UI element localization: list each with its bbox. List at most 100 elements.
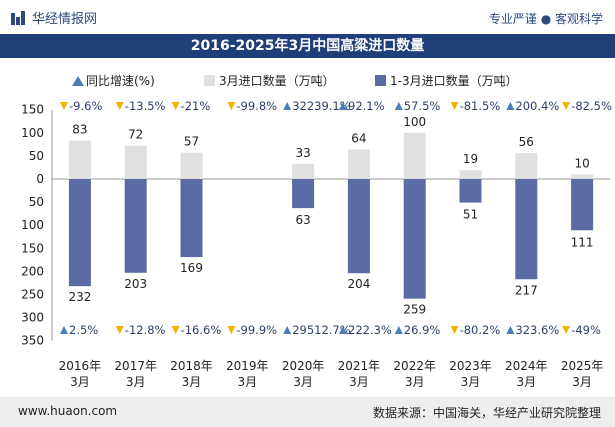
up-arrow-icon: [339, 326, 347, 334]
x-tick-label-month: 3月: [349, 375, 369, 389]
bar-monthly: [68, 140, 91, 179]
bar-cumulative: [180, 179, 203, 258]
bar-cumulative: [571, 179, 594, 231]
x-tick-label-month: 3月: [182, 375, 202, 389]
monthly-growth-label: 32239.1%: [292, 99, 351, 113]
down-arrow-icon: [450, 326, 459, 334]
data-label-monthly: 83: [72, 123, 87, 137]
y-tick-label: 50: [29, 195, 44, 209]
up-arrow-icon: [506, 102, 515, 110]
up-arrow-icon: [394, 102, 403, 110]
down-arrow-icon: [562, 102, 571, 110]
data-label-monthly: 57: [184, 135, 199, 149]
brand-name: 华经情报网: [32, 12, 98, 27]
data-label-cumulative: 204: [347, 277, 370, 291]
cumulative-growth-label: 323.6%: [515, 323, 559, 337]
bar-cumulative: [124, 179, 147, 273]
legend-monthly-swatch: [204, 75, 215, 86]
brand-logo[interactable]: 华经情报网: [10, 8, 97, 27]
down-arrow-icon: [115, 102, 124, 110]
website-link[interactable]: www.huaon.com: [18, 404, 118, 418]
top-bar: 华经情报网 专业严谨 ● 客观科学: [0, 0, 615, 34]
down-arrow-icon: [562, 326, 571, 334]
bar-monthly: [292, 163, 315, 179]
data-label-cumulative: 217: [515, 283, 538, 297]
y-tick-label: 250: [21, 288, 44, 302]
up-arrow-icon: [60, 326, 68, 334]
monthly-growth-label: 92.1%: [348, 99, 385, 113]
bar-cumulative: [292, 179, 315, 209]
bar-cumulative: [403, 179, 426, 299]
x-tick-label: 2020年: [282, 359, 325, 373]
down-arrow-icon: [227, 102, 236, 110]
data-label-monthly: 72: [128, 128, 143, 142]
y-tick-label: 200: [21, 264, 44, 278]
cumulative-growth-label: -16.6%: [181, 323, 222, 337]
up-arrow-icon: [283, 326, 292, 334]
legend-monthly-label: 3月进口数量（万吨）: [219, 73, 335, 88]
footer: www.huaon.com 数据来源：中国海关，华经产业研究院整理: [0, 397, 615, 427]
cumulative-growth-label: -80.2%: [460, 323, 501, 337]
cumulative-growth-label: -49%: [571, 323, 601, 337]
data-label-monthly: 10: [574, 156, 589, 170]
x-tick-label-month: 3月: [126, 375, 146, 389]
bar-monthly: [347, 149, 370, 179]
x-tick-label-month: 3月: [70, 375, 90, 389]
monthly-growth-label: 57.5%: [404, 99, 441, 113]
down-arrow-icon: [60, 102, 68, 110]
bar-cumulative: [347, 179, 370, 274]
y-tick-label: 100: [21, 218, 44, 232]
y-tick-label: 150: [21, 103, 44, 117]
x-tick-label: 2019年: [226, 359, 269, 373]
y-tick-label: 300: [21, 311, 44, 325]
data-label-monthly: 33: [295, 146, 310, 160]
monthly-growth-label: -82.5%: [571, 99, 612, 113]
monthly-growth-label: 200.4%: [515, 99, 559, 113]
slogan: 专业严谨 ● 客观科学: [488, 12, 603, 26]
bar-monthly: [124, 145, 147, 179]
y-tick-label: 0: [36, 172, 44, 186]
x-tick-label-month: 3月: [516, 375, 536, 389]
x-tick-label: 2024年: [505, 359, 548, 373]
data-label-cumulative: 63: [295, 213, 310, 227]
data-label-monthly: 64: [351, 131, 366, 145]
data-label-cumulative: 203: [124, 277, 147, 291]
down-arrow-icon: [227, 326, 236, 334]
data-label-monthly: 56: [519, 135, 534, 149]
bar-cumulative: [515, 179, 538, 280]
y-tick-label: 350: [21, 334, 44, 348]
data-label-cumulative: 51: [463, 208, 478, 222]
bar-monthly: [571, 174, 594, 179]
bar-cumulative: [68, 179, 91, 287]
monthly-growth-label: -99.8%: [236, 99, 277, 113]
monthly-growth-label: -9.6%: [69, 99, 102, 113]
x-tick-label-month: 3月: [237, 375, 257, 389]
down-arrow-icon: [171, 326, 180, 334]
monthly-growth-label: -13.5%: [125, 99, 166, 113]
cumulative-growth-label: 26.9%: [404, 323, 441, 337]
monthly-growth-label: -81.5%: [460, 99, 501, 113]
legend-growth-label: 同比增速(%): [86, 74, 155, 88]
x-tick-label: 2017年: [114, 359, 157, 373]
legend-up-icon: [72, 76, 84, 86]
bar-chart-icon: [11, 10, 25, 25]
data-label-cumulative: 111: [571, 235, 594, 249]
up-arrow-icon: [283, 102, 292, 110]
down-arrow-icon: [171, 102, 180, 110]
bar-cumulative: [459, 179, 482, 203]
bar-monthly: [403, 132, 426, 179]
x-tick-label: 2021年: [338, 359, 381, 373]
x-tick-label-month: 3月: [572, 375, 592, 389]
cumulative-growth-label: 29512.7%: [292, 323, 351, 337]
data-label-cumulative: 169: [180, 261, 203, 275]
data-label-monthly: 100: [403, 115, 426, 129]
cumulative-growth-label: -99.9%: [236, 323, 277, 337]
x-tick-label: 2016年: [59, 359, 102, 373]
bar-monthly: [180, 152, 203, 179]
bar-monthly: [459, 170, 482, 179]
data-label-monthly: 19: [463, 152, 478, 166]
bar-monthly: [515, 153, 538, 179]
x-tick-label: 2025年: [561, 359, 604, 373]
x-tick-label: 2022年: [393, 359, 436, 373]
x-tick-label-month: 3月: [461, 375, 481, 389]
